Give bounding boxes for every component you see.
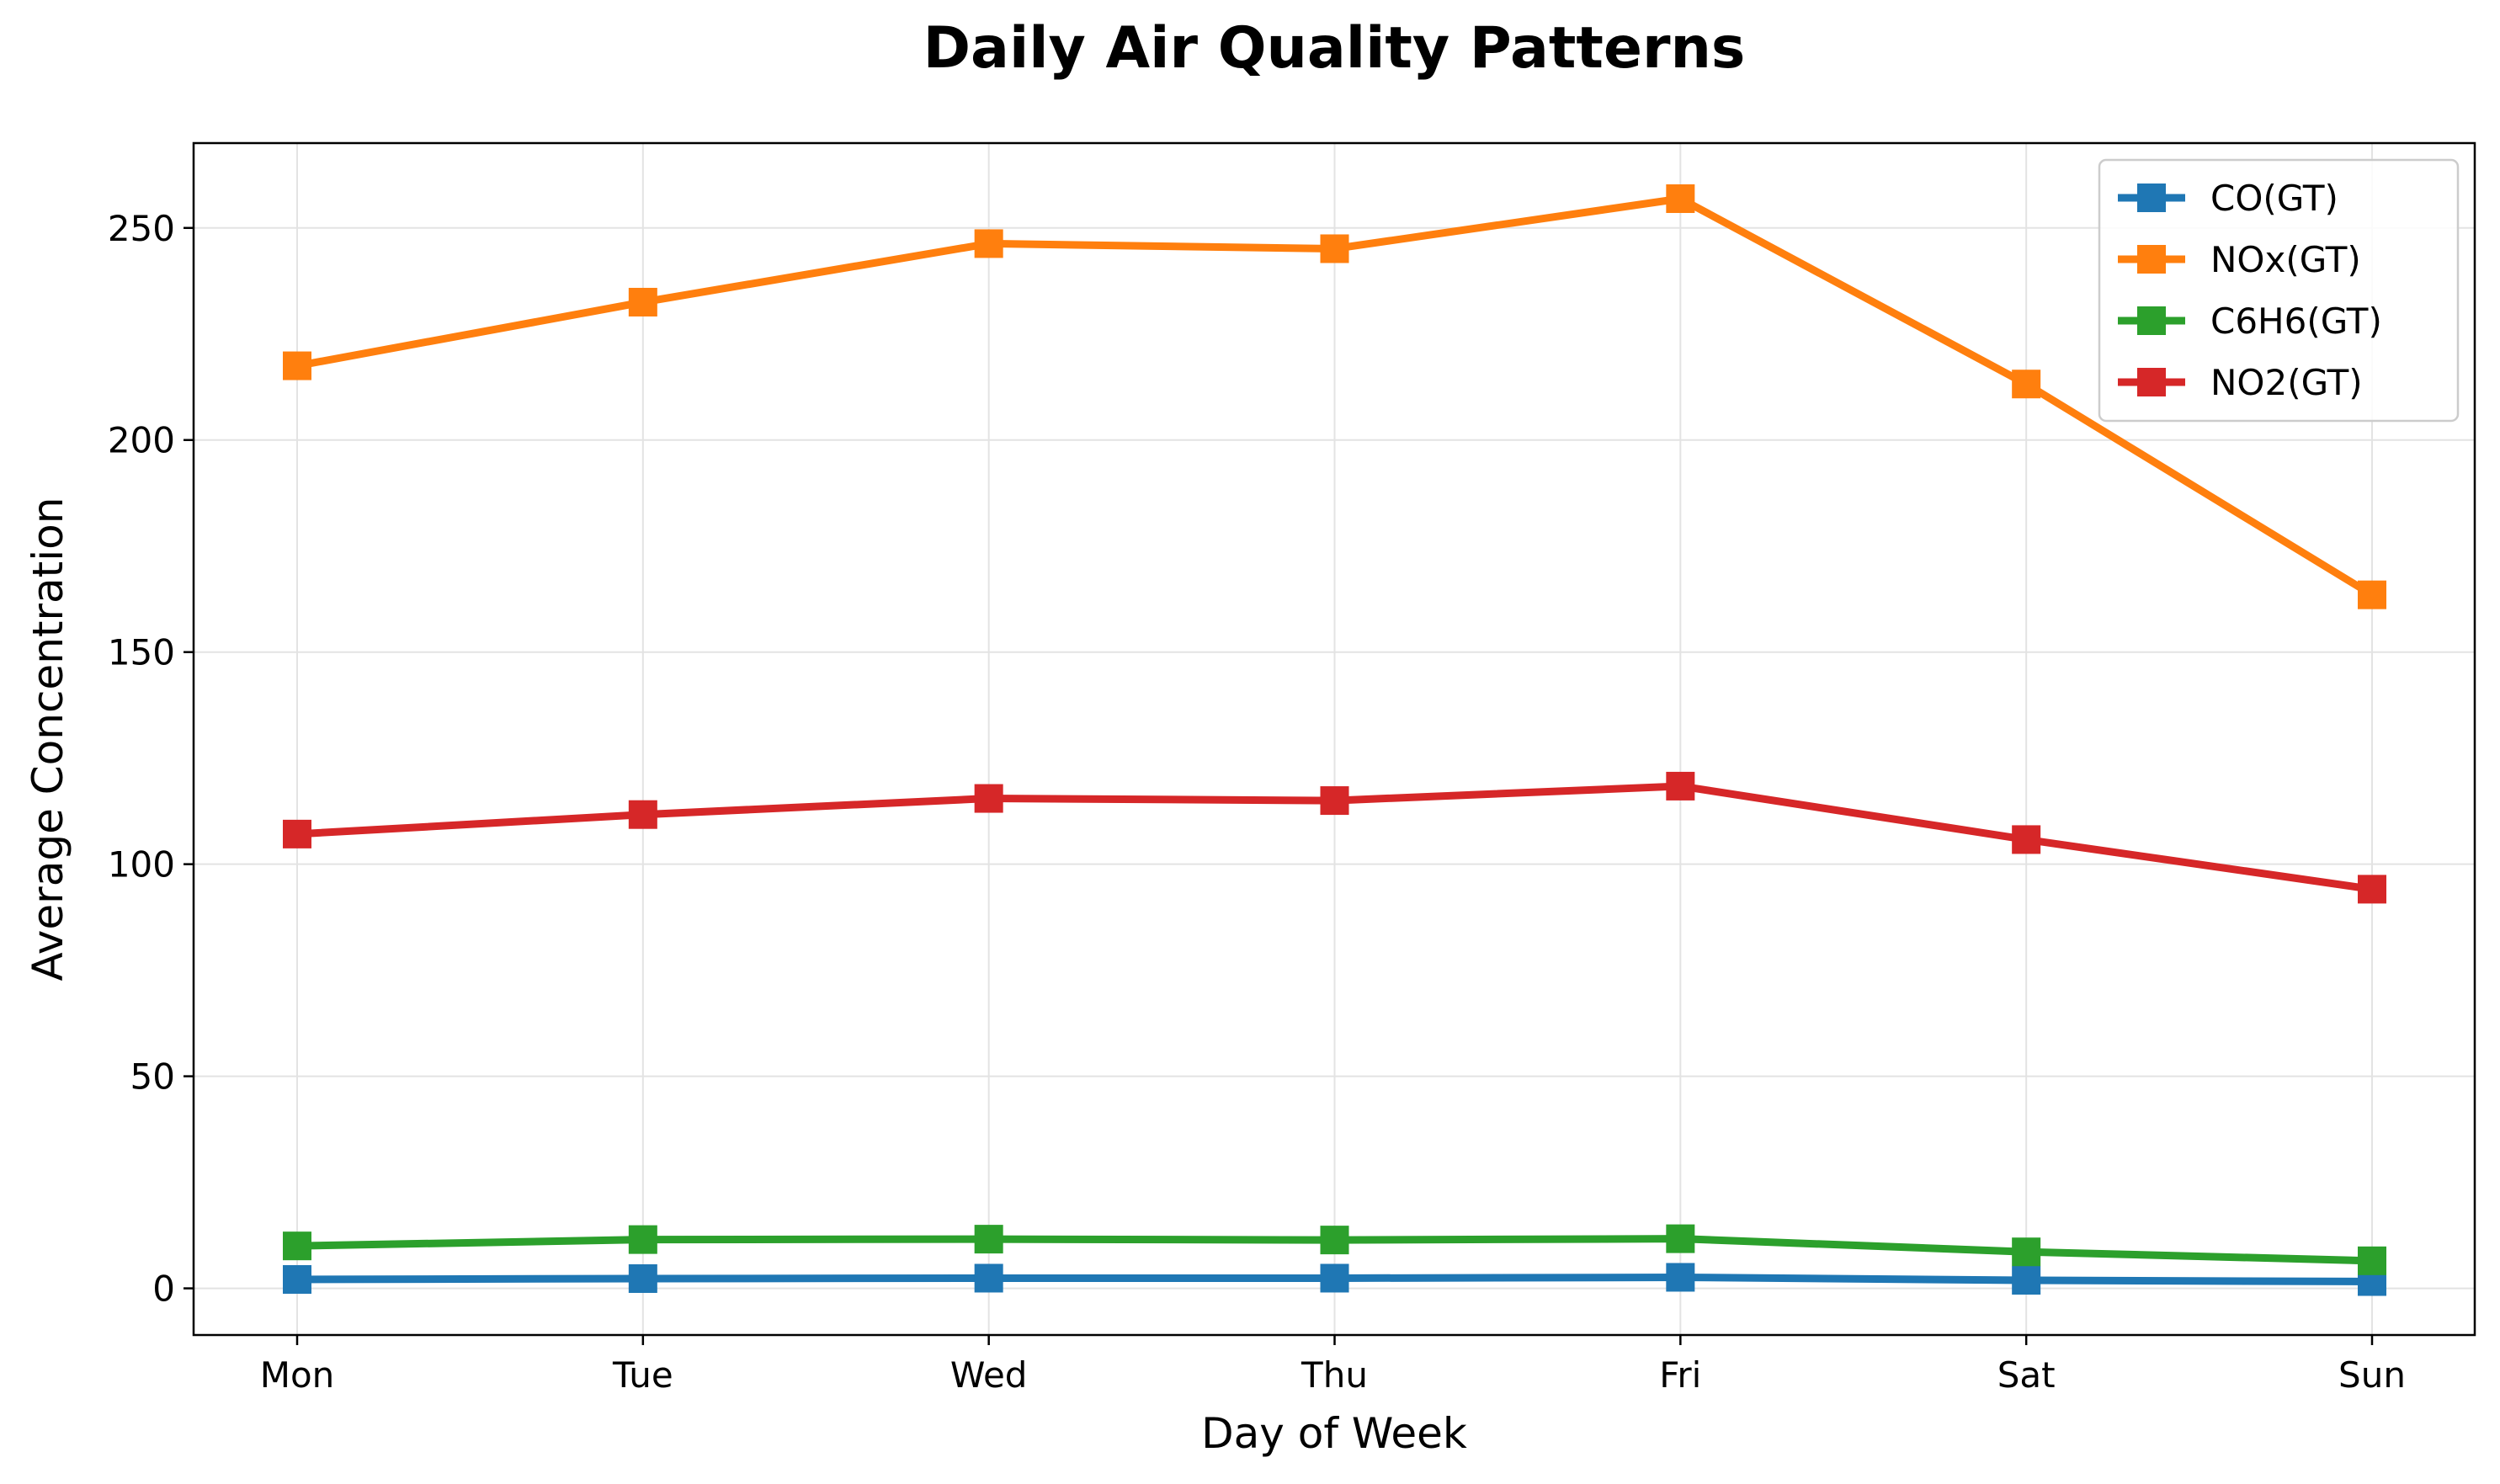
- legend-swatch-marker-nox-gt: [2137, 245, 2166, 274]
- data-point-co-gt: [974, 1263, 1003, 1293]
- legend-label-no2-gt: NO2(GT): [2210, 362, 2363, 403]
- data-point-c6h6-gt: [2358, 1246, 2386, 1275]
- y-tick-label: 200: [108, 420, 175, 461]
- y-axis-label: Average Concentration: [24, 497, 72, 981]
- data-point-nox-gt: [628, 287, 657, 316]
- data-point-nox-gt: [974, 229, 1003, 258]
- chart-title: Daily Air Quality Patterns: [923, 15, 1746, 82]
- axis-ticks: Mon Tue Wed Thu Fri Sat Sun 0 50 100 150 200 250: [108, 208, 2406, 1396]
- data-point-co-gt: [283, 1264, 311, 1294]
- legend-swatch-marker-c6h6-gt: [2137, 306, 2166, 335]
- x-tick-label: Sun: [2338, 1354, 2406, 1396]
- data-point-c6h6-gt: [283, 1231, 311, 1261]
- x-tick-label: Fri: [1659, 1354, 1701, 1396]
- data-point-nox-gt: [2358, 580, 2386, 609]
- legend-label-c6h6-gt: C6H6(GT): [2210, 301, 2382, 342]
- data-point-no2-gt: [283, 819, 311, 848]
- legend-swatch-marker-no2-gt: [2137, 368, 2166, 396]
- y-tick-label: 250: [108, 208, 175, 249]
- data-point-no2-gt: [628, 800, 657, 829]
- data-point-co-gt: [1666, 1263, 1695, 1292]
- x-axis-label: Day of Week: [1201, 1409, 1467, 1458]
- data-point-no2-gt: [2012, 825, 2041, 854]
- data-point-c6h6-gt: [1320, 1226, 1349, 1255]
- legend-swatch-marker-co-gt: [2137, 184, 2166, 212]
- y-tick-label: 0: [152, 1269, 175, 1310]
- data-point-nox-gt: [2012, 370, 2041, 399]
- data-point-no2-gt: [1666, 771, 1695, 801]
- x-tick-label: Thu: [1301, 1354, 1368, 1396]
- data-point-c6h6-gt: [2012, 1237, 2041, 1267]
- x-tick-label: Tue: [612, 1354, 673, 1396]
- y-tick-label: 150: [108, 632, 175, 673]
- data-point-no2-gt: [1320, 786, 1349, 816]
- data-point-c6h6-gt: [974, 1225, 1003, 1254]
- data-point-co-gt: [2012, 1265, 2041, 1295]
- data-point-co-gt: [628, 1263, 657, 1293]
- grid-lines: [194, 143, 2475, 1335]
- y-tick-label: 100: [108, 844, 175, 886]
- data-point-c6h6-gt: [628, 1225, 657, 1254]
- data-point-no2-gt: [974, 784, 1003, 813]
- legend-box: [2098, 158, 2460, 423]
- data-point-co-gt: [1320, 1263, 1349, 1293]
- data-point-c6h6-gt: [1666, 1224, 1695, 1253]
- legend-label-co-gt: CO(GT): [2210, 178, 2338, 219]
- legend-label-nox-gt: NOx(GT): [2210, 239, 2361, 280]
- series-lines: [283, 184, 2386, 1296]
- y-tick-label: 50: [130, 1056, 175, 1098]
- legend: CO(GT) NOx(GT) C6H6(GT) NO2(GT): [2098, 158, 2460, 423]
- x-tick-label: Sat: [1997, 1354, 2056, 1396]
- x-tick-label: Mon: [260, 1354, 335, 1396]
- x-tick-label: Wed: [950, 1354, 1028, 1396]
- data-point-nox-gt: [283, 351, 311, 380]
- data-point-nox-gt: [1666, 184, 1695, 214]
- data-point-no2-gt: [2358, 875, 2386, 904]
- data-point-nox-gt: [1320, 234, 1349, 263]
